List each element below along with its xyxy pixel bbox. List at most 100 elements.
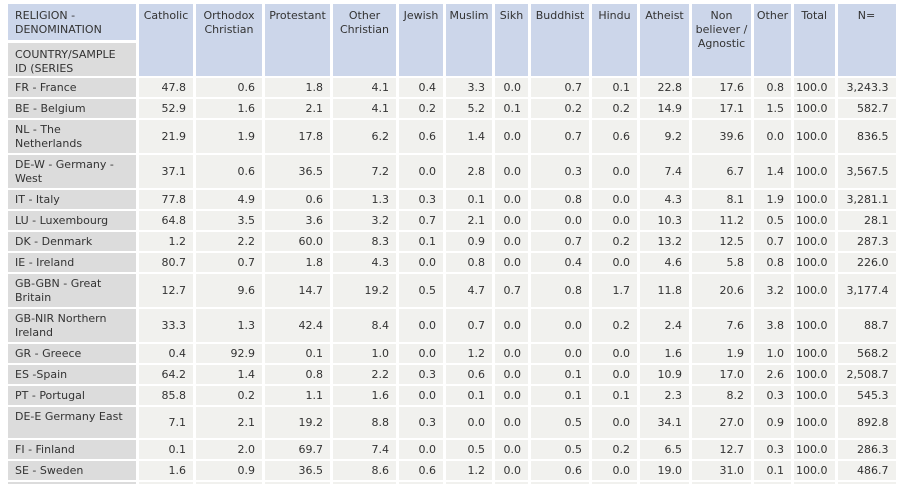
data-cell: 88.7 <box>837 309 896 342</box>
data-cell: 4.3 <box>640 190 689 209</box>
column-header-n: N= <box>837 4 896 76</box>
data-cell: 3.6 <box>265 211 330 230</box>
data-cell: 0.0 <box>399 344 443 363</box>
data-cell: 892.8 <box>837 407 896 438</box>
column-header-buddhist: Buddhist <box>531 4 589 76</box>
data-cell: 486.7 <box>837 461 896 480</box>
data-cell: 14.7 <box>265 274 330 307</box>
row-label: IE - Ireland <box>8 253 136 272</box>
data-cell: 8.3 <box>333 232 396 251</box>
data-cell: 0.8 <box>265 365 330 384</box>
data-cell: 14.9 <box>640 99 689 118</box>
data-cell: 0.4 <box>531 253 589 272</box>
table-row-fi: FI - Finland 0.1 2.0 69.7 7.4 0.0 0.5 0.0 0.5 0.2… <box>8 440 896 459</box>
data-cell: 0.0 <box>495 365 528 384</box>
data-cell: 0.8 <box>531 274 589 307</box>
data-cell: 0.1 <box>139 440 193 459</box>
row-label: GB-GBN - Great Britain <box>8 274 136 307</box>
row-label: PT - Portugal <box>8 386 136 405</box>
data-cell <box>265 482 330 484</box>
data-cell: 0.7 <box>531 120 589 153</box>
data-cell: 286.3 <box>837 440 896 459</box>
data-cell: 4.1 <box>333 78 396 97</box>
data-cell: 60.0 <box>265 232 330 251</box>
data-cell: 31.0 <box>692 461 751 480</box>
data-cell: 0.0 <box>495 309 528 342</box>
data-cell: 0.0 <box>495 120 528 153</box>
row-label: FI - Finland <box>8 440 136 459</box>
data-cell: 17.0 <box>692 365 751 384</box>
data-cell: 100.0 <box>794 386 835 405</box>
data-cell: 0.1 <box>754 461 791 480</box>
data-cell: 1.2 <box>139 232 193 251</box>
data-cell: 37.1 <box>139 155 193 188</box>
religion-denomination-header: RELIGION - DENOMINATION <box>8 4 136 40</box>
data-cell: 0.4 <box>139 344 193 363</box>
data-cell: 0.8 <box>754 78 791 97</box>
data-cell: 1.7 <box>592 274 637 307</box>
data-cell: 100.0 <box>794 155 835 188</box>
data-cell: 19.2 <box>265 407 330 438</box>
data-cell <box>446 482 492 484</box>
data-cell: 4.7 <box>446 274 492 307</box>
data-cell: 0.7 <box>196 253 262 272</box>
data-cell: 0.5 <box>531 407 589 438</box>
data-cell: 0.6 <box>399 461 443 480</box>
data-cell <box>196 482 262 484</box>
data-cell: 0.0 <box>495 386 528 405</box>
data-cell: 0.0 <box>399 386 443 405</box>
table-row-gb-gbn: GB-GBN - Great Britain 12.7 9.6 14.7 19.2 0.5… <box>8 274 896 307</box>
data-cell: 8.4 <box>333 309 396 342</box>
data-cell: 0.0 <box>754 120 791 153</box>
data-cell: 0.6 <box>196 155 262 188</box>
data-cell: 2.8 <box>446 155 492 188</box>
data-cell: 100.0 <box>794 365 835 384</box>
row-label: FR - France <box>8 78 136 97</box>
table-row-nl: NL - The Netherlands 21.9 1.9 17.8 6.2 0.6 1.4… <box>8 120 896 153</box>
data-cell: 0.0 <box>592 190 637 209</box>
data-cell: 11.2 <box>692 211 751 230</box>
data-cell: 0.8 <box>754 253 791 272</box>
data-cell: 4.9 <box>196 190 262 209</box>
column-header-orthodox-christian: Orthodox Christian <box>196 4 262 76</box>
row-label: DE-E Germany East <box>8 407 136 438</box>
table-row-se: SE - Sweden 1.6 0.9 36.5 8.6 0.6 1.2 0.0 0.6 0.0 1… <box>8 461 896 480</box>
column-header-protestant: Protestant <box>265 4 330 76</box>
data-cell: 0.0 <box>399 309 443 342</box>
data-cell: 0.1 <box>592 386 637 405</box>
column-header-other-christian: Other Christian <box>333 4 396 76</box>
data-cell: 52.9 <box>139 99 193 118</box>
data-cell: 100.0 <box>794 274 835 307</box>
data-cell: 0.1 <box>265 344 330 363</box>
data-cell: 1.1 <box>265 386 330 405</box>
data-cell: 0.3 <box>399 407 443 438</box>
data-cell: 0.0 <box>495 232 528 251</box>
row-label: ES -Spain <box>8 365 136 384</box>
data-cell: 0.0 <box>592 155 637 188</box>
data-cell: 3.8 <box>754 309 791 342</box>
data-cell: 100.0 <box>794 309 835 342</box>
data-cell: 100.0 <box>794 190 835 209</box>
data-cell: 0.6 <box>265 190 330 209</box>
header-row: RELIGION - DENOMINATION COUNTRY/SAMPLE I… <box>8 4 896 76</box>
data-cell: 0.2 <box>531 99 589 118</box>
data-cell: 4.1 <box>333 99 396 118</box>
data-cell: 8.6 <box>333 461 396 480</box>
data-cell <box>531 482 589 484</box>
data-cell: 0.2 <box>592 232 637 251</box>
data-cell: 836.5 <box>837 120 896 153</box>
data-cell: 13.2 <box>640 232 689 251</box>
data-cell: 1.6 <box>640 344 689 363</box>
data-cell: 80.7 <box>139 253 193 272</box>
column-header-non-believer-agnostic: Non believer / Agnostic <box>692 4 751 76</box>
row-label: SE - Sweden <box>8 461 136 480</box>
data-cell: 1.2 <box>446 344 492 363</box>
column-header-catholic: Catholic <box>139 4 193 76</box>
data-cell: 2.2 <box>196 232 262 251</box>
data-cell: 0.0 <box>531 309 589 342</box>
data-cell: 0.7 <box>446 309 492 342</box>
data-cell: 0.1 <box>495 99 528 118</box>
data-cell: 47.8 <box>139 78 193 97</box>
data-cell: 2.1 <box>265 99 330 118</box>
